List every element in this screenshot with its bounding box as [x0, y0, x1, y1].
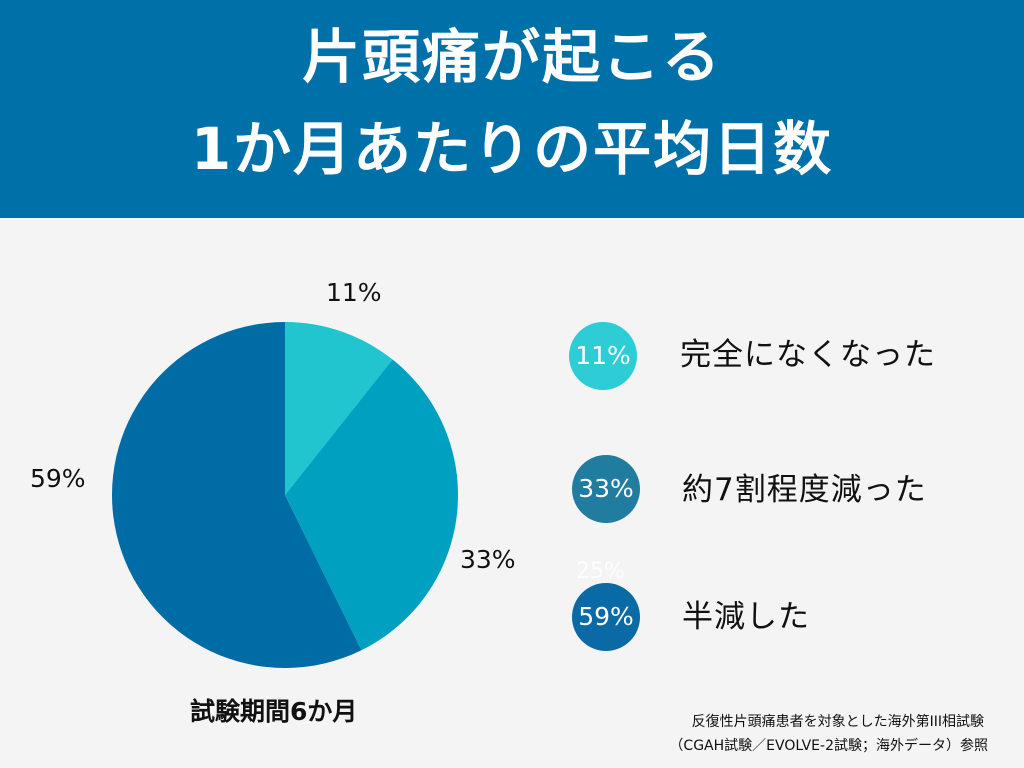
- legend-label-1: 完全になくなった: [680, 337, 936, 373]
- page-title-line-1: 片頭痛が起こる: [301, 23, 722, 91]
- header-banner: 片頭痛が起こる 1か月あたりの平均日数: [0, 0, 1024, 218]
- ghost-text: 25%: [576, 559, 625, 584]
- pie-slice-1: [285, 322, 393, 495]
- legend-badge-1: 11%: [569, 322, 637, 390]
- slice-label-1: 11%: [326, 278, 382, 307]
- legend-label-3: 半減した: [682, 599, 810, 635]
- slice-label-2: 33%: [460, 545, 516, 574]
- pie-chart: [111, 322, 458, 668]
- pie-slice-3: [111, 322, 362, 668]
- slice-label-3: 59%: [30, 464, 86, 493]
- test-period-label: 試験期間6か月: [190, 697, 358, 726]
- source-note-line-2: （CGAH試験／EVOLVE-2試験；海外データ）参照: [669, 738, 988, 754]
- source-note-line-1: 反復性片頭痛患者を対象とした海外第III相試験: [691, 714, 984, 730]
- legend-label-2: 約7割程度減った: [682, 472, 927, 508]
- legend-badge-2: 33%: [572, 455, 640, 523]
- legend-badge-3: 59%: [572, 583, 640, 651]
- pie-slice-2: [285, 359, 458, 651]
- page-title-line-2: 1か月あたりの平均日数: [190, 115, 834, 183]
